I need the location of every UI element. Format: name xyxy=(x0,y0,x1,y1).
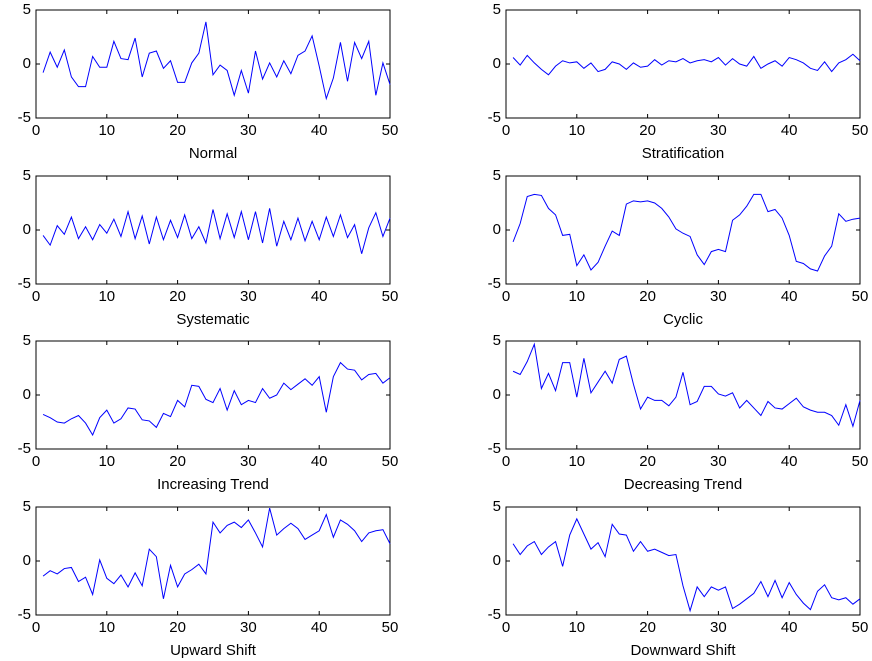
x-tick-label: 0 xyxy=(502,453,510,470)
axes-box xyxy=(35,175,391,285)
x-tick-label: 20 xyxy=(639,453,656,470)
x-tick-label: 40 xyxy=(311,619,328,636)
y-tick-label: 0 xyxy=(493,55,501,72)
y-tick-label: 0 xyxy=(23,386,31,403)
x-axis-label: Cyclic xyxy=(663,311,703,328)
data-line xyxy=(512,517,861,613)
y-tick-label: 0 xyxy=(493,221,501,238)
x-tick-label: 10 xyxy=(98,288,115,305)
y-tick-label: 0 xyxy=(493,386,501,403)
x-tick-label: 50 xyxy=(852,288,869,305)
x-axis-label: Stratification xyxy=(642,145,725,162)
data-line xyxy=(512,53,861,76)
x-tick-label: 0 xyxy=(502,288,510,305)
x-tick-label: 30 xyxy=(710,619,727,636)
axes-box xyxy=(505,506,861,616)
x-tick-label: 40 xyxy=(311,453,328,470)
y-tick-label: 0 xyxy=(493,552,501,569)
y-tick-label: -5 xyxy=(18,109,31,126)
x-tick-label: 30 xyxy=(240,288,257,305)
x-tick-label: 20 xyxy=(639,288,656,305)
x-tick-label: 10 xyxy=(568,619,585,636)
y-tick-label: -5 xyxy=(488,109,501,126)
x-tick-label: 50 xyxy=(382,288,399,305)
y-tick-label: 0 xyxy=(23,55,31,72)
x-tick-label: 0 xyxy=(32,288,40,305)
x-tick-label: 20 xyxy=(639,619,656,636)
x-tick-label: 20 xyxy=(639,122,656,139)
x-tick-label: 20 xyxy=(169,288,186,305)
y-tick-label: 5 xyxy=(23,167,31,184)
x-tick-label: 40 xyxy=(781,288,798,305)
x-tick-label: 40 xyxy=(781,619,798,636)
x-tick-label: 0 xyxy=(32,619,40,636)
x-tick-label: 30 xyxy=(710,122,727,139)
x-tick-label: 10 xyxy=(98,619,115,636)
x-tick-label: 50 xyxy=(382,619,399,636)
y-tick-label: 5 xyxy=(23,1,31,18)
x-tick-label: 50 xyxy=(852,619,869,636)
x-tick-label: 40 xyxy=(781,453,798,470)
axes-box xyxy=(505,9,861,119)
x-axis-label: Increasing Trend xyxy=(157,476,269,493)
y-tick-label: 5 xyxy=(493,167,501,184)
x-tick-label: 40 xyxy=(311,288,328,305)
x-tick-label: 10 xyxy=(568,288,585,305)
y-tick-label: 5 xyxy=(493,332,501,349)
axes-box xyxy=(505,175,861,285)
x-tick-label: 30 xyxy=(240,122,257,139)
y-tick-label: 5 xyxy=(493,498,501,515)
x-tick-label: 20 xyxy=(169,619,186,636)
data-line xyxy=(42,21,391,101)
x-tick-label: 50 xyxy=(852,453,869,470)
x-tick-label: 30 xyxy=(710,288,727,305)
y-tick-label: -5 xyxy=(18,606,31,623)
x-tick-label: 50 xyxy=(852,122,869,139)
x-tick-label: 0 xyxy=(502,619,510,636)
y-tick-label: -5 xyxy=(488,440,501,457)
data-line xyxy=(42,208,391,254)
axes-box xyxy=(35,340,391,450)
x-tick-label: 0 xyxy=(502,122,510,139)
data-line xyxy=(512,342,861,429)
y-tick-label: 5 xyxy=(23,498,31,515)
x-tick-label: 10 xyxy=(568,453,585,470)
x-tick-label: 10 xyxy=(98,122,115,139)
data-line xyxy=(512,193,861,272)
axes-box xyxy=(35,9,391,119)
data-line xyxy=(42,507,391,599)
x-tick-label: 50 xyxy=(382,453,399,470)
y-tick-label: 0 xyxy=(23,221,31,238)
x-axis-label: Systematic xyxy=(176,311,250,328)
y-tick-label: -5 xyxy=(488,606,501,623)
x-tick-label: 0 xyxy=(32,453,40,470)
x-tick-label: 0 xyxy=(32,122,40,139)
x-axis-label: Upward Shift xyxy=(170,642,257,659)
y-tick-label: -5 xyxy=(18,275,31,292)
x-tick-label: 10 xyxy=(98,453,115,470)
y-tick-label: 5 xyxy=(23,332,31,349)
x-tick-label: 50 xyxy=(382,122,399,139)
y-tick-label: 0 xyxy=(23,552,31,569)
x-axis-label: Decreasing Trend xyxy=(624,476,742,493)
x-tick-label: 20 xyxy=(169,122,186,139)
x-tick-label: 10 xyxy=(568,122,585,139)
x-tick-label: 40 xyxy=(311,122,328,139)
y-tick-label: -5 xyxy=(488,275,501,292)
x-axis-label: Normal xyxy=(189,145,237,162)
y-tick-label: -5 xyxy=(18,440,31,457)
x-tick-label: 30 xyxy=(240,619,257,636)
y-tick-label: 5 xyxy=(493,1,501,18)
x-tick-label: 30 xyxy=(710,453,727,470)
x-tick-label: 30 xyxy=(240,453,257,470)
x-tick-label: 40 xyxy=(781,122,798,139)
data-line xyxy=(42,361,391,437)
x-tick-label: 20 xyxy=(169,453,186,470)
x-axis-label: Downward Shift xyxy=(630,642,736,659)
axes-box xyxy=(505,340,861,450)
